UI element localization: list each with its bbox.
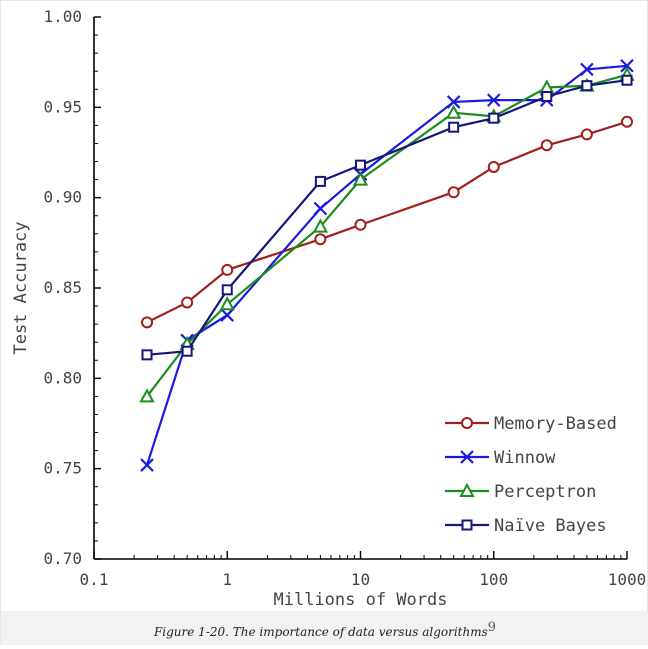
data-point-memory-based [621, 115, 633, 128]
series-winnow [140, 59, 634, 472]
legend-item-memory-based: Memory-Based [445, 414, 617, 434]
data-point-memory-based [141, 316, 154, 329]
data-point-perceptron [139, 388, 155, 403]
data-point-memory-based [487, 160, 500, 173]
y-tick-label: 0.70 [43, 549, 82, 568]
data-point-memory-based [314, 233, 327, 246]
footnote-marker: 9 [487, 620, 497, 635]
data-point-na-ve-bayes [355, 159, 366, 171]
data-point-na-ve-bayes [448, 121, 460, 133]
x-tick-label: 0.1 [80, 570, 109, 589]
data-point-na-ve-bayes [181, 345, 193, 357]
data-point-na-ve-bayes [541, 90, 553, 102]
data-point-winnow [313, 201, 328, 216]
data-point-na-ve-bayes [221, 284, 233, 296]
data-point-memory-based [447, 186, 460, 199]
data-point-na-ve-bayes [314, 175, 326, 187]
y-tick-label: 0.95 [43, 97, 82, 116]
x-axis-title: Millions of Words [274, 590, 448, 610]
series-line-memory-based [146, 120, 628, 324]
legend-marker [461, 417, 473, 429]
data-point-na-ve-bayes [581, 80, 593, 92]
legend-label: Perceptron [494, 482, 596, 502]
y-tick-label: 0.80 [43, 368, 82, 387]
legend-label: Memory-Based [494, 414, 617, 434]
series-lines [139, 59, 635, 472]
legend-marker [460, 450, 474, 464]
legend-marker [461, 519, 473, 531]
data-point-na-ve-bayes [621, 74, 633, 86]
series-line-perceptron [146, 73, 628, 398]
legend-item-na-ve-bayes: Naïve Bayes [445, 516, 607, 536]
legend-item-winnow: Winnow [445, 448, 556, 468]
data-point-memory-based [221, 263, 234, 276]
series-memory-based [141, 115, 633, 329]
data-point-winnow [140, 458, 154, 472]
data-point-na-ve-bayes [141, 349, 153, 361]
data-point-na-ve-bayes [488, 112, 500, 124]
axes: 1.00 0.95 0.90 0.85 0.80 0.75 0.70 0.1 1 10 100 100… [11, 7, 646, 610]
x-tick-label: 10 [351, 570, 370, 589]
data-point-memory-based [540, 139, 553, 152]
data-point-perceptron [445, 104, 462, 119]
caption-text: Figure 1-20. The importance of data vers… [153, 625, 488, 639]
legend-label: Winnow [494, 448, 556, 468]
data-point-winnow [220, 308, 235, 322]
legend-label: Naïve Bayes [494, 516, 607, 536]
series-line-winnow [145, 64, 628, 466]
legend-item-perceptron: Perceptron [445, 482, 596, 502]
y-tick-label: 1.00 [43, 7, 82, 26]
data-point-memory-based [580, 128, 593, 141]
y-axis-title: Test Accuracy [11, 221, 31, 354]
legend-marker [459, 482, 475, 497]
series-line-na-ve-bayes [146, 79, 628, 356]
data-point-winnow [620, 59, 634, 73]
figure-caption: Figure 1-20. The importance of data vers… [1, 611, 648, 645]
x-tick-label: 1000 [608, 570, 647, 589]
x-tick-label: 100 [479, 570, 508, 589]
data-point-winnow [486, 93, 501, 107]
series-perceptron [139, 66, 635, 403]
data-point-memory-based [354, 218, 367, 231]
legend: Memory-Based Winnow Perceptron Naïve Bayes [445, 414, 617, 536]
line-chart: 1.00 0.95 0.90 0.85 0.80 0.75 0.70 0.1 1 10 100 100… [11, 7, 646, 610]
y-tick-label: 0.75 [43, 459, 82, 478]
y-tick-label: 0.90 [43, 188, 82, 207]
data-point-perceptron [219, 296, 235, 311]
series-na-ve-bayes [141, 74, 633, 361]
data-point-winnow [446, 95, 461, 109]
data-point-winnow [580, 62, 594, 77]
data-point-memory-based [181, 296, 194, 309]
data-point-perceptron [352, 171, 369, 186]
y-tick-label: 0.85 [43, 278, 82, 297]
x-tick-label: 1 [222, 570, 232, 589]
data-point-perceptron [312, 218, 329, 233]
